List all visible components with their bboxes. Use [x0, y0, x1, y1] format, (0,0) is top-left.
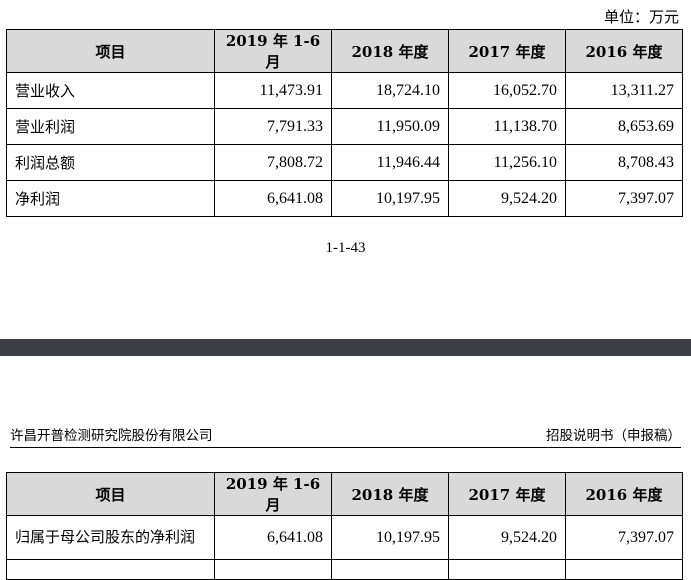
document-title: 招股说明书（申报稿） [546, 428, 681, 444]
cell-value: 11,946.44 [331, 144, 449, 181]
cell-value: 11,138.70 [448, 108, 566, 145]
unit-label: 单位：万元 [603, 8, 679, 26]
table-row-cut-off [6, 559, 683, 580]
cell-empty [214, 559, 332, 580]
cell-value: 7,808.72 [214, 144, 332, 181]
header-2017: 2017 年度 [448, 472, 566, 516]
page-number: 1-1-43 [325, 240, 366, 256]
header-item: 项目 [6, 472, 215, 516]
document-header: 许昌开普检测研究院股份有限公司 招股说明书（申报稿） [10, 424, 681, 448]
header-2018: 2018 年度 [331, 29, 449, 73]
cell-value: 8,653.69 [565, 108, 683, 145]
cell-empty [448, 559, 566, 580]
header-2017: 2017 年度 [448, 29, 566, 73]
cell-empty [331, 559, 449, 580]
page-divider [0, 339, 691, 356]
row-label: 归属于母公司股东的净利润 [6, 515, 215, 560]
cell-value: 16,052.70 [448, 72, 566, 109]
header-2019h1: 2019 年 1-6 月 [214, 29, 332, 73]
cell-empty [6, 559, 215, 580]
cell-value: 6,641.08 [214, 180, 332, 217]
cell-value: 8,708.43 [565, 144, 683, 181]
cell-value: 11,256.10 [448, 144, 566, 181]
cell-value: 11,950.09 [331, 108, 449, 145]
cell-value: 9,524.20 [448, 515, 566, 560]
cell-value: 6,641.08 [214, 515, 332, 560]
cell-empty [565, 559, 683, 580]
table-row: 营业收入 11,473.91 18,724.10 16,052.70 13,31… [6, 72, 683, 109]
cell-value: 10,197.95 [331, 180, 449, 217]
header-2016: 2016 年度 [565, 472, 683, 516]
cell-value: 7,397.07 [565, 515, 683, 560]
row-label: 净利润 [6, 180, 215, 217]
financial-table-top: 项目 2019 年 1-6 月 2018 年度 2017 年度 2016 年度 … [6, 29, 683, 217]
table-row: 净利润 6,641.08 10,197.95 9,524.20 7,397.07 [6, 180, 683, 217]
table-row: 营业利润 7,791.33 11,950.09 11,138.70 8,653.… [6, 108, 683, 145]
cell-value: 10,197.95 [331, 515, 449, 560]
cell-value: 18,724.10 [331, 72, 449, 109]
header-2016: 2016 年度 [565, 29, 683, 73]
financial-table-bottom: 项目 2019 年 1-6 月 2018 年度 2017 年度 2016 年度 … [6, 472, 683, 580]
cell-value: 9,524.20 [448, 180, 566, 217]
cell-value: 7,397.07 [565, 180, 683, 217]
row-label: 营业收入 [6, 72, 215, 109]
header-2019h1: 2019 年 1-6 月 [214, 472, 332, 516]
table-header-row: 项目 2019 年 1-6 月 2018 年度 2017 年度 2016 年度 [6, 29, 683, 73]
cell-value: 13,311.27 [565, 72, 683, 109]
header-2018: 2018 年度 [331, 472, 449, 516]
table-header-row: 项目 2019 年 1-6 月 2018 年度 2017 年度 2016 年度 [6, 472, 683, 516]
cell-value: 11,473.91 [214, 72, 332, 109]
header-item: 项目 [6, 29, 215, 73]
company-name: 许昌开普检测研究院股份有限公司 [10, 428, 213, 444]
row-label: 营业利润 [6, 108, 215, 145]
table-row: 归属于母公司股东的净利润 6,641.08 10,197.95 9,524.20… [6, 515, 683, 560]
row-label: 利润总额 [6, 144, 215, 181]
table-row: 利润总额 7,808.72 11,946.44 11,256.10 8,708.… [6, 144, 683, 181]
cell-value: 7,791.33 [214, 108, 332, 145]
